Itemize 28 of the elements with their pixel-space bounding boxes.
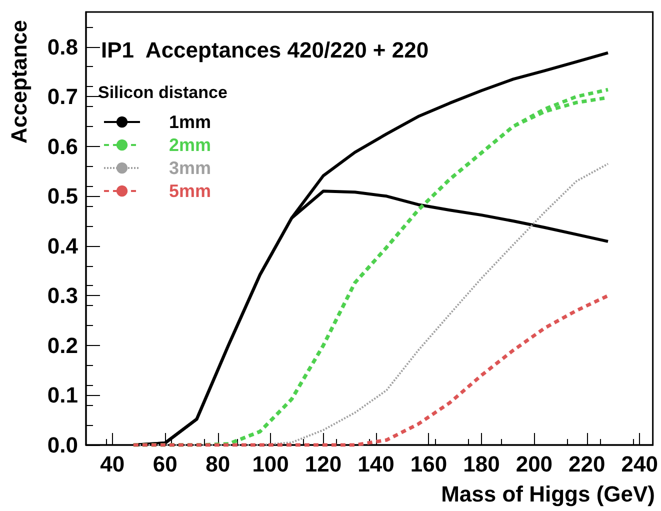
x-tick-label: 160	[410, 452, 448, 476]
y-tick-label: 0.6	[47, 134, 78, 159]
y-tick-label: 0.5	[47, 184, 78, 209]
y-tick-label: 0.4	[47, 233, 79, 258]
x-tick-label: 80	[206, 452, 230, 476]
x-tick-label: 40	[100, 452, 125, 476]
legend-label: 1mm	[169, 112, 212, 132]
y-tick-label: 0.2	[47, 332, 78, 358]
legend-label: 2mm	[169, 135, 212, 155]
x-axis-title: Mass of Higgs (GeV)	[441, 482, 655, 506]
x-tick-label: 60	[152, 452, 178, 476]
text: IP1 Acceptances 420/220 + 220	[101, 38, 429, 62]
legend-label: 3mm	[169, 158, 212, 178]
y-tick-label: 0.3	[47, 283, 78, 308]
x-tick-label: 200	[516, 452, 553, 476]
legend-title: Silicon distance	[98, 83, 228, 102]
y-tick-label: 0.0	[47, 432, 78, 458]
x-tick-label: 240	[621, 452, 658, 476]
y-axis-title: Acceptance	[6, 20, 32, 144]
x-tick-label: 220	[568, 452, 606, 476]
x-tick-label: 140	[358, 452, 394, 476]
x-tick-label: 120	[304, 452, 342, 476]
legend-label: 5mm	[169, 181, 212, 201]
y-tick-label: 0.1	[47, 382, 78, 408]
x-tick-label: 100	[252, 452, 289, 476]
y-tick-label: 0.7	[47, 84, 78, 110]
x-tick-label: 180	[463, 452, 500, 476]
y-tick-label: 0.8	[47, 34, 78, 60]
